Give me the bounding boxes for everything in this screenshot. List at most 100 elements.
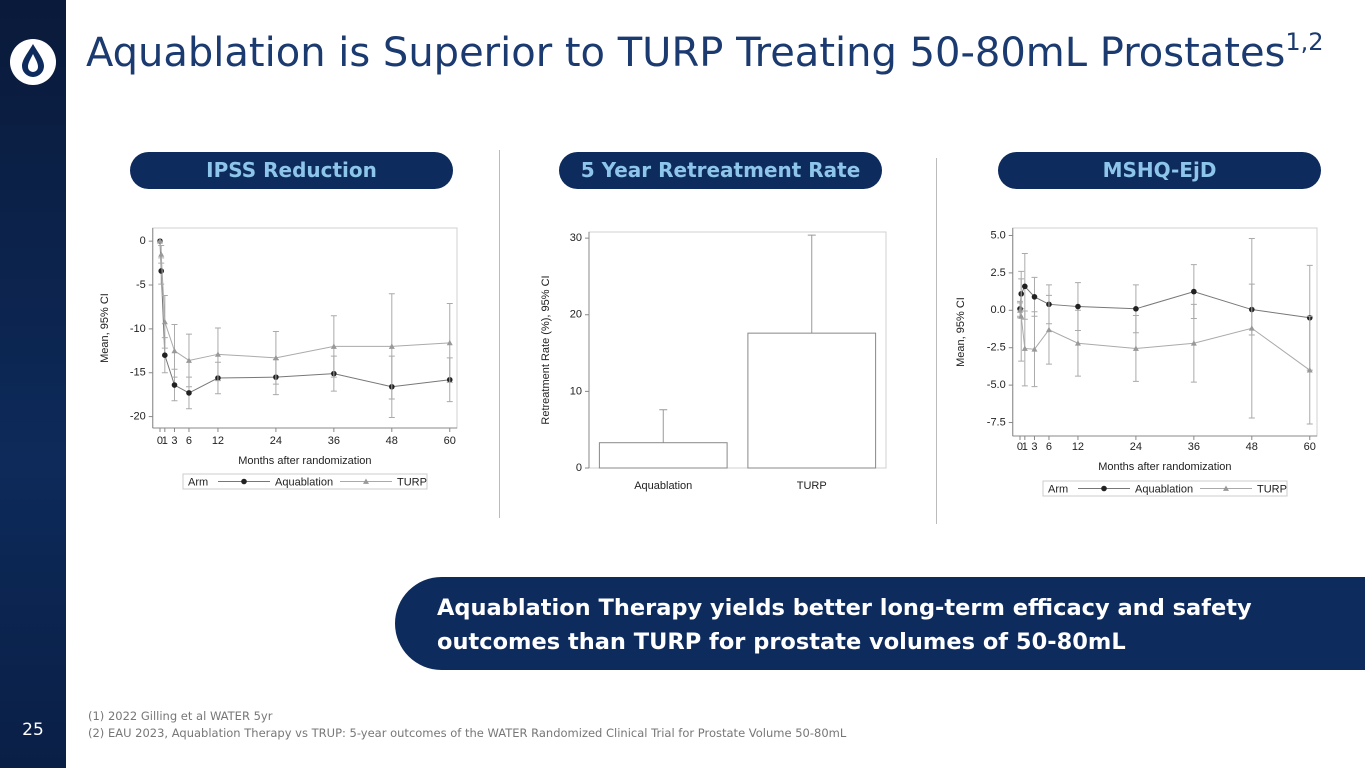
y-tick-label: 10 (570, 385, 582, 397)
error-bar (171, 323, 178, 378)
error-bar (1045, 284, 1052, 325)
marker (388, 343, 395, 349)
title-superscript: 1,2 (1285, 28, 1324, 56)
bar (598, 442, 728, 469)
marker (1017, 306, 1023, 312)
page-number: 25 (22, 720, 44, 740)
series-line (1019, 285, 1310, 319)
error-bar (330, 315, 337, 378)
y-tick-label: 0 (140, 235, 146, 247)
y-tick-label: 20 (570, 309, 582, 321)
x-tick-label: 60 (444, 435, 456, 447)
error-bar (272, 331, 279, 385)
error-bar (1190, 303, 1197, 383)
marker (446, 376, 453, 383)
marker (446, 339, 453, 346)
error-bar (1045, 294, 1052, 365)
error-bar (330, 355, 337, 392)
marker (1022, 283, 1028, 290)
error-bar (1021, 252, 1028, 320)
error-bar (161, 337, 168, 374)
marker (158, 268, 165, 274)
y-tick-label: -5.0 (987, 379, 1006, 391)
error-bar (1132, 315, 1139, 382)
error-bar (185, 376, 192, 410)
marker (1046, 301, 1052, 308)
x-tick-label: 12 (1072, 441, 1084, 453)
series-line (1019, 310, 1311, 371)
marker (214, 351, 221, 357)
marker (215, 375, 221, 381)
error-bar (1190, 264, 1197, 320)
y-axis-label: Mean, 95% CI (955, 297, 967, 367)
y-tick-label: 2.5 (990, 267, 1005, 279)
callout: Aquablation Therapy yields better long-t… (395, 577, 1365, 670)
marker (171, 347, 178, 354)
error-bar (1074, 309, 1081, 377)
marker (1031, 346, 1038, 352)
plot-frame (588, 231, 887, 469)
x-tick-label: 24 (1130, 441, 1142, 453)
marker (1045, 326, 1052, 333)
x-tick-label: 6 (1046, 441, 1052, 453)
plot-frame (1012, 227, 1318, 437)
marker (363, 478, 369, 484)
error-bar (1248, 237, 1255, 419)
error-bar (272, 359, 279, 396)
y-tick-label: -5 (136, 279, 146, 291)
x-tick-label: 0 (1017, 441, 1023, 453)
chart-title: IPSS Reduction (130, 152, 453, 189)
error-bar (214, 327, 221, 382)
marker (1075, 303, 1081, 310)
marker (158, 251, 165, 257)
x-tick-label: 12 (212, 435, 224, 447)
footnote: (1) 2022 Gilling et al WATER 5yr (88, 709, 273, 723)
y-axis-label: Mean, 95% CI (99, 293, 111, 363)
legend-label: Aquablation (1135, 483, 1193, 495)
marker (1223, 485, 1229, 491)
marker (1190, 340, 1197, 346)
error-bar (1018, 270, 1025, 362)
y-tick-label: -2.5 (987, 342, 1006, 354)
y-tick-label: 5.0 (990, 229, 1005, 241)
error-bar (158, 257, 165, 285)
error-bar (171, 368, 178, 402)
error-bar (1016, 300, 1023, 317)
legend-label: Aquablation (275, 476, 333, 488)
marker (331, 370, 337, 377)
marker (1191, 288, 1197, 295)
marker (157, 238, 163, 244)
error-bar (161, 295, 168, 349)
x-tick-label: 1 (162, 435, 168, 447)
error-bar (185, 333, 192, 388)
marker (1021, 345, 1028, 351)
callout-text: Aquablation Therapy yields better long-t… (437, 595, 1252, 655)
error-bar (807, 234, 816, 334)
series-line (159, 241, 450, 361)
marker (1101, 485, 1107, 492)
bar (747, 332, 877, 469)
error-bar (1248, 283, 1255, 336)
legend-title: Arm (188, 476, 208, 488)
error-bar (1306, 264, 1313, 371)
y-tick-label: 30 (570, 232, 582, 244)
x-tick-label: Aquablation (634, 480, 692, 492)
marker (1306, 367, 1313, 373)
error-bar (388, 355, 395, 418)
chart-title: MSHQ-EjD (998, 152, 1321, 189)
x-tick-label: 36 (1188, 441, 1200, 453)
footnote: (2) EAU 2023, Aquablation Therapy vs TRU… (88, 726, 847, 740)
sidebar: 25 (0, 0, 66, 768)
y-tick-label: -7.5 (987, 416, 1006, 428)
marker (330, 343, 337, 349)
error-bar (1021, 310, 1028, 387)
marker (1018, 291, 1025, 297)
x-axis-label: Months after randomization (1098, 461, 1231, 473)
marker (1016, 307, 1023, 313)
legend-label: TURP (1257, 483, 1287, 495)
error-bar (1018, 278, 1025, 310)
error-bar (659, 409, 668, 443)
y-tick-label: 0.0 (990, 304, 1005, 316)
marker (161, 318, 168, 325)
marker (1248, 325, 1255, 331)
